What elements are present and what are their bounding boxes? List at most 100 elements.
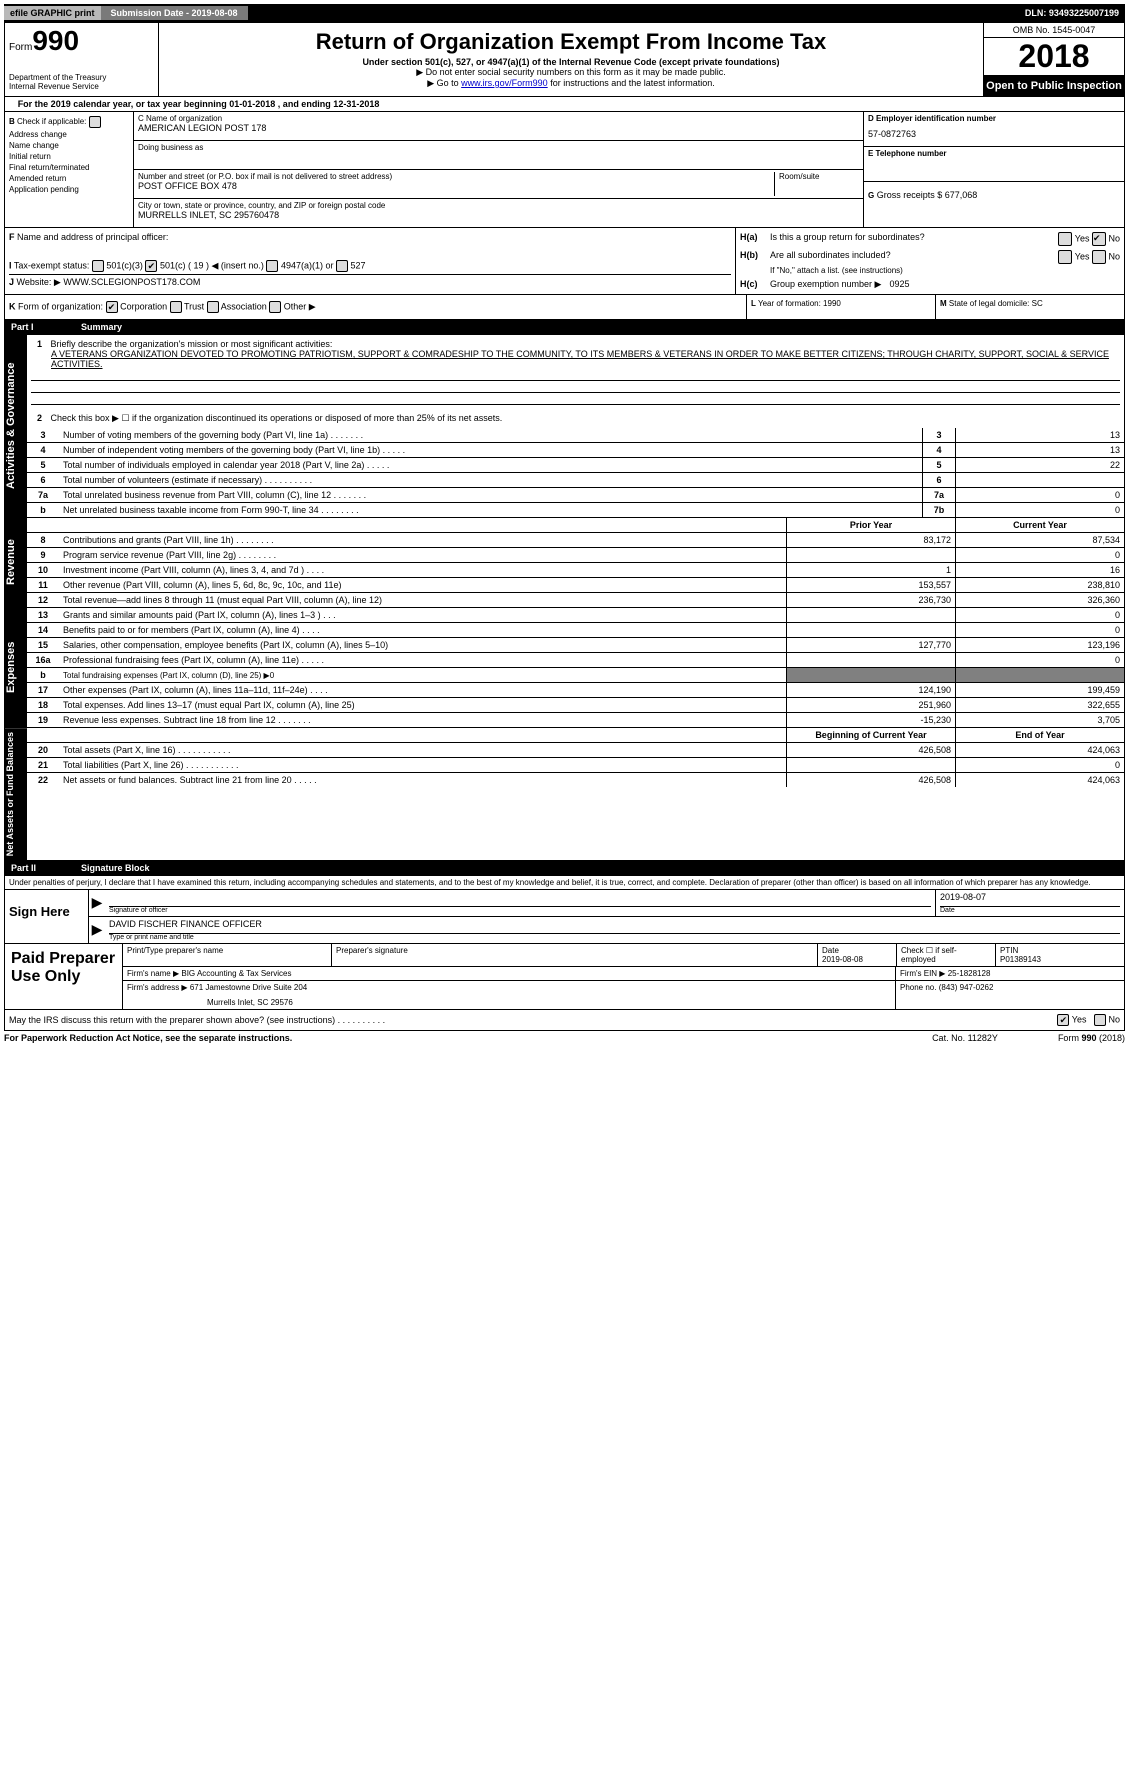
officer-name: DAVID FISCHER FINANCE OFFICER: [109, 919, 1120, 934]
firm-address: 671 Jamestowne Drive Suite 204: [190, 983, 307, 992]
table-row: 17Other expenses (Part IX, column (A), l…: [27, 683, 1124, 698]
section-c: C Name of organization AMERICAN LEGION P…: [134, 112, 863, 227]
form-number: 990: [32, 25, 79, 56]
header-center: Return of Organization Exempt From Incom…: [159, 23, 983, 96]
penalty-text: Under penalties of perjury, I declare th…: [5, 876, 1124, 890]
signature-section: Under penalties of perjury, I declare th…: [4, 876, 1125, 1010]
tax-year: 2018: [984, 38, 1124, 76]
phone-label: E Telephone number: [868, 149, 1120, 158]
website: WWW.SCLEGIONPOST178.COM: [63, 277, 200, 287]
prep-date: 2019-08-08: [822, 955, 892, 964]
discuss-no[interactable]: [1094, 1014, 1106, 1026]
part1-header: Part I Summary: [4, 320, 1125, 335]
efile-print-label: efile GRAPHIC print: [4, 6, 101, 20]
org-name-label: C Name of organization: [138, 114, 859, 123]
open-public: Open to Public Inspection: [984, 76, 1124, 96]
ein-label: D Employer identification number: [868, 114, 1120, 123]
discuss-yes[interactable]: [1057, 1014, 1069, 1026]
check-initial: Initial return: [9, 152, 129, 161]
check-name: Name change: [9, 141, 129, 150]
header-right: OMB No. 1545-0047 2018 Open to Public In…: [983, 23, 1124, 96]
form-header: Form990 Department of the Treasury Inter…: [4, 22, 1125, 97]
table-row: bTotal fundraising expenses (Part IX, co…: [27, 668, 1124, 683]
table-row: 9Program service revenue (Part VIII, lin…: [27, 548, 1124, 563]
table-row: 18Total expenses. Add lines 13–17 (must …: [27, 698, 1124, 713]
form-footer: Form 990 (2018): [1058, 1033, 1125, 1043]
form-title: Return of Organization Exempt From Incom…: [163, 29, 979, 55]
paperwork-notice: For Paperwork Reduction Act Notice, see …: [4, 1033, 292, 1043]
firm-name: BIG Accounting & Tax Services: [181, 969, 291, 978]
table-row: 14Benefits paid to or for members (Part …: [27, 623, 1124, 638]
firm-phone: (843) 947-0262: [939, 983, 994, 992]
section-b: B Check if applicable: Address change Na…: [5, 112, 134, 227]
table-row: 13Grants and similar amounts paid (Part …: [27, 608, 1124, 623]
table-row: 19Revenue less expenses. Subtract line 1…: [27, 713, 1124, 728]
table-row: 4Number of independent voting members of…: [27, 443, 1124, 458]
table-row: 5Total number of individuals employed in…: [27, 458, 1124, 473]
section-a: A For the 2019 calendar year, or tax yea…: [4, 97, 1125, 112]
addr-label: Number and street (or P.O. box if mail i…: [138, 172, 774, 181]
netassets-table: Beginning of Current YearEnd of Year 20T…: [27, 728, 1124, 787]
ptin: P01389143: [1000, 955, 1120, 964]
discuss-row: May the IRS discuss this return with the…: [4, 1010, 1125, 1031]
top-bar: efile GRAPHIC print Submission Date - 20…: [4, 4, 1125, 22]
preparer-section: Paid Preparer Use Only Print/Type prepar…: [5, 943, 1124, 1009]
check-final: Final return/terminated: [9, 163, 129, 172]
submission-date: Submission Date - 2019-08-08: [101, 6, 248, 20]
city-state-zip: MURRELLS INLET, SC 295760478: [138, 210, 859, 220]
header-left: Form990 Department of the Treasury Inter…: [5, 23, 159, 96]
checkbox-applicable[interactable]: [89, 116, 101, 128]
table-row: 21Total liabilities (Part X, line 26) . …: [27, 758, 1124, 773]
org-name: AMERICAN LEGION POST 178: [138, 123, 859, 133]
table-row: bNet unrelated business taxable income f…: [27, 503, 1124, 518]
table-row: 12Total revenue—add lines 8 through 11 (…: [27, 593, 1124, 608]
note-ssn: ▶ Do not enter social security numbers o…: [163, 67, 979, 78]
state-domicile: State of legal domicile: SC: [949, 299, 1043, 308]
table-row: 20Total assets (Part X, line 16) . . . .…: [27, 743, 1124, 758]
omb-number: OMB No. 1545-0047: [984, 23, 1124, 38]
revenue-section: Revenue Prior YearCurrent Year 8Contribu…: [4, 518, 1125, 608]
sign-date: 2019-08-07: [940, 892, 1120, 907]
year-formation: Year of formation: 1990: [758, 299, 841, 308]
dba-label: Doing business as: [138, 143, 859, 152]
netassets-section: Net Assets or Fund Balances Beginning of…: [4, 728, 1125, 861]
table-row: 15Salaries, other compensation, employee…: [27, 638, 1124, 653]
revenue-sidebar: Revenue: [5, 518, 27, 607]
footer: For Paperwork Reduction Act Notice, see …: [4, 1031, 1125, 1045]
form-label: Form: [9, 42, 32, 53]
section-f: F Name and address of principal officer:…: [5, 228, 735, 294]
table-row: 3Number of voting members of the governi…: [27, 428, 1124, 443]
cat-no: Cat. No. 11282Y: [932, 1033, 998, 1043]
street-address: POST OFFICE BOX 478: [138, 181, 774, 191]
table-row: 8Contributions and grants (Part VIII, li…: [27, 533, 1124, 548]
activities-section: Activities & Governance 1 Briefly descri…: [4, 335, 1125, 518]
table-row: 22Net assets or fund balances. Subtract …: [27, 773, 1124, 788]
irs-link[interactable]: www.irs.gov/Form990: [461, 78, 548, 88]
table-row: 6Total number of volunteers (estimate if…: [27, 473, 1124, 488]
principal-officer-label: Name and address of principal officer:: [17, 232, 168, 242]
check-pending: Application pending: [9, 185, 129, 194]
table-row: 16aProfessional fundraising fees (Part I…: [27, 653, 1124, 668]
gross-receipts: Gross receipts $ 677,068: [877, 190, 978, 200]
section-h: H(a) Is this a group return for subordin…: [735, 228, 1124, 294]
check-address: Address change: [9, 130, 129, 139]
group-exemption: 0925: [889, 279, 909, 290]
part2-header: Part II Signature Block: [4, 861, 1125, 876]
activities-table: 3Number of voting members of the governi…: [27, 428, 1124, 517]
sign-here-label: Sign Here: [5, 890, 89, 943]
room-label: Room/suite: [779, 172, 859, 181]
row-f-h: F Name and address of principal officer:…: [4, 228, 1125, 295]
note-link: ▶ Go to www.irs.gov/Form990 for instruct…: [163, 78, 979, 89]
check-amended: Amended return: [9, 174, 129, 183]
firm-city: Murrells Inlet, SC 29576: [127, 998, 891, 1007]
expenses-section: Expenses 13Grants and similar amounts pa…: [4, 608, 1125, 728]
right-column: D Employer identification number 57-0872…: [863, 112, 1124, 227]
revenue-table: Prior YearCurrent Year 8Contributions an…: [27, 518, 1124, 607]
dln: DLN: 93493225007199: [1025, 8, 1125, 18]
form-subtitle: Under section 501(c), 527, or 4947(a)(1)…: [163, 57, 979, 67]
firm-ein: 25-1828128: [948, 969, 991, 978]
mission-text: A VETERANS ORGANIZATION DEVOTED TO PROMO…: [31, 349, 1120, 369]
table-row: 10Investment income (Part VIII, column (…: [27, 563, 1124, 578]
row-k: K Form of organization: Corporation Trus…: [4, 295, 1125, 320]
department: Department of the Treasury Internal Reve…: [9, 73, 154, 91]
